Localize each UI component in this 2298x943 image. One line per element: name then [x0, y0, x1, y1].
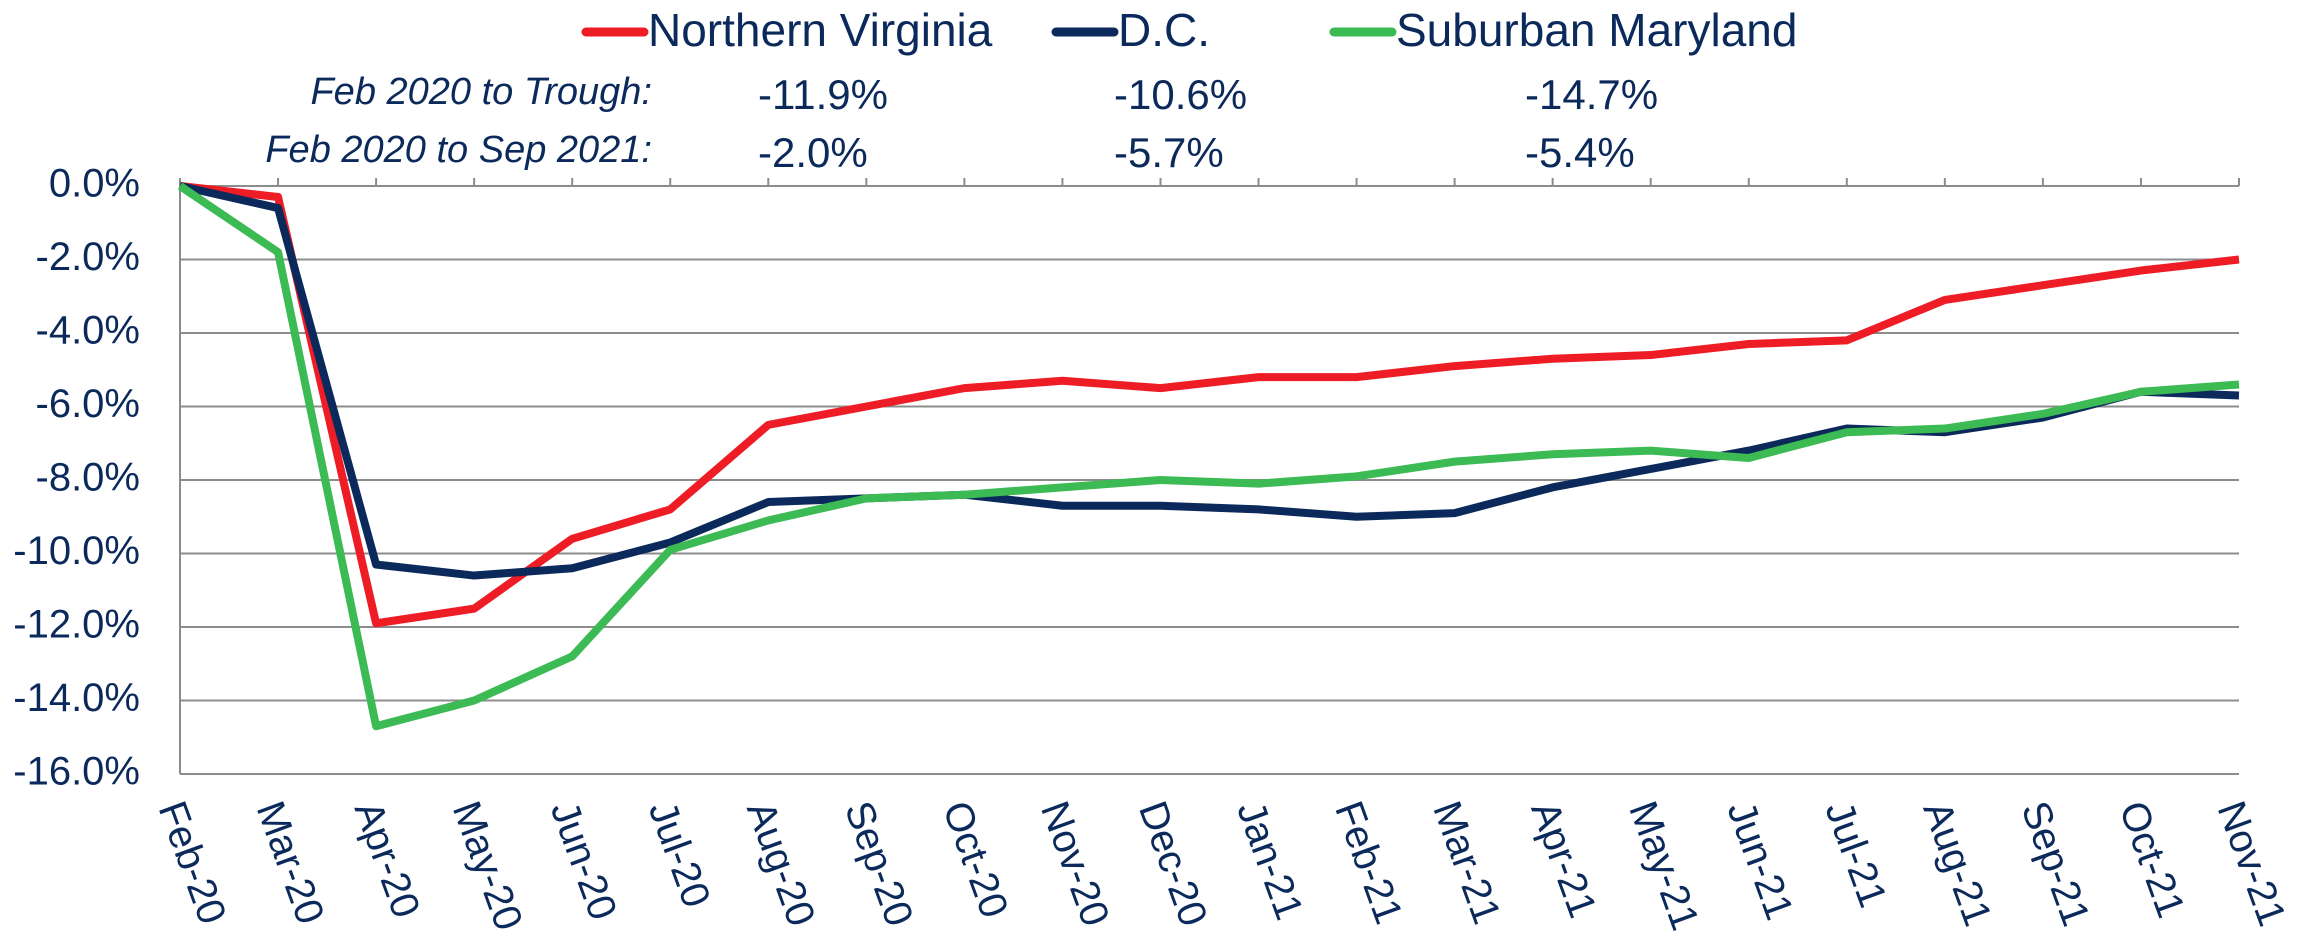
y-tick-label: -2.0%: [36, 235, 141, 279]
summary-label: Feb 2020 to Trough:: [310, 71, 652, 113]
x-tick-label: May-20: [444, 796, 531, 936]
y-tick-label: 0.0%: [49, 162, 140, 206]
x-tick-label: Jul-21: [1816, 796, 1895, 913]
x-tick-label: Oct-20: [934, 796, 1016, 924]
summary-label: Feb 2020 to Sep 2021:: [265, 129, 652, 171]
y-tick-label: -6.0%: [36, 382, 141, 426]
legend-label: Northern Virginia: [648, 4, 993, 56]
y-tick-label: -10.0%: [13, 529, 140, 573]
x-tick-label: Nov-20: [1032, 796, 1117, 932]
summary-value: -14.7%: [1525, 71, 1658, 118]
x-tick-label: Sep-20: [836, 796, 921, 932]
x-tick-label: Aug-21: [1914, 796, 1999, 932]
series-line: [177, 182, 2240, 731]
legend-label: Suburban Maryland: [1396, 4, 1797, 56]
x-tick-label: Jan-21: [1228, 796, 1311, 926]
summary-value: -11.9%: [758, 71, 888, 118]
y-tick-label: -4.0%: [36, 309, 141, 353]
x-tick-label: Oct-21: [2111, 796, 2193, 924]
x-tick-label: Aug-20: [738, 796, 823, 932]
x-tick-label: Apr-21: [1522, 796, 1604, 924]
x-tick-label: Mar-21: [1424, 796, 1509, 930]
y-tick-label: -12.0%: [13, 603, 140, 647]
x-tick-label: Apr-20: [346, 796, 428, 924]
legend-label: D.C.: [1118, 4, 1210, 56]
summary-value: -5.4%: [1525, 129, 1635, 176]
x-tick-label: Dec-20: [1130, 796, 1215, 932]
series-line: [179, 182, 2240, 628]
summary-value: -5.7%: [1114, 129, 1224, 176]
x-tick-label: Sep-21: [2013, 796, 2098, 932]
x-tick-label: Jun-20: [542, 796, 625, 926]
x-tick-label: Mar-20: [248, 796, 333, 930]
x-tick-label: Feb-21: [1326, 796, 1411, 930]
x-tick-label: Jul-20: [640, 796, 719, 913]
x-tick-label: Nov-21: [2209, 796, 2294, 932]
y-tick-label: -8.0%: [36, 456, 141, 500]
x-tick-label: May-21: [1620, 796, 1707, 936]
y-tick-label: -14.0%: [13, 676, 140, 720]
x-tick-label: Feb-20: [150, 796, 235, 930]
y-tick-label: -16.0%: [13, 750, 140, 794]
x-tick-label: Jun-21: [1718, 796, 1801, 926]
summary-value: -2.0%: [758, 129, 868, 176]
summary-value: -10.6%: [1114, 71, 1247, 118]
